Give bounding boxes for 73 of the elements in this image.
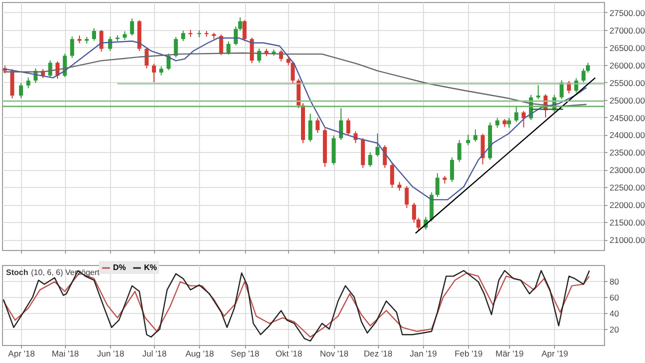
y-tick-label: 22500.00 (610, 182, 645, 193)
annotation: Stoch (6, 268, 28, 277)
candlestick (435, 172, 440, 198)
y-tick-label: 27000.00 (610, 25, 645, 36)
candlestick (495, 117, 500, 128)
y-tick-label: 24000.00 (610, 130, 645, 140)
candlestick (404, 186, 409, 209)
y-tick-label: 23000.00 (610, 165, 645, 176)
x-tick-label: Feb '19 (454, 348, 483, 358)
candlestick (522, 110, 526, 128)
y-tick-label: 80 (610, 276, 620, 286)
y-tick-label: 27500.00 (610, 8, 645, 18)
candlestick (70, 36, 74, 58)
y-tick-label: 24500.00 (610, 112, 645, 123)
y-tick-label: 21000.00 (610, 235, 645, 246)
x-tick-label: Jan '19 (410, 348, 438, 358)
x-tick-label: Mai '18 (52, 348, 80, 358)
legend-label: D% (113, 263, 126, 272)
candlestick (308, 113, 312, 142)
candlestick (108, 36, 112, 52)
candlestick (560, 80, 564, 100)
candlestick (152, 63, 156, 83)
candlestick (450, 156, 454, 182)
candlestick (346, 118, 350, 136)
candlestick (174, 36, 178, 58)
y-tick-label: 60 (610, 292, 620, 302)
candlestick (376, 132, 380, 157)
candlestick (536, 84, 540, 100)
y-tick-label: 20 (610, 324, 620, 334)
candlestick (338, 108, 343, 140)
candlestick (582, 68, 586, 83)
candlestick (586, 62, 590, 74)
x-tick-label: Okt '18 (276, 348, 302, 358)
x-tick-label: Apr '19 (541, 348, 568, 358)
x-tick-label: Nov '18 (320, 348, 349, 358)
candlestick (99, 29, 104, 52)
candlestick (368, 152, 372, 168)
candlestick (92, 28, 96, 42)
y-tick-label: 40 (610, 308, 620, 318)
candlestick (26, 76, 30, 89)
candlestick (181, 30, 186, 42)
y-tick-label: 25500.00 (610, 78, 645, 88)
candlestick (507, 117, 512, 128)
candlestick (514, 106, 518, 123)
candlestick (18, 82, 23, 99)
candlestick (316, 117, 320, 134)
y-tick-label: 23500.00 (610, 148, 645, 158)
candlestick (159, 66, 164, 76)
x-tick-label: Sep '18 (230, 348, 260, 358)
x-tick-label: Aug '18 (185, 348, 214, 358)
candlestick (226, 40, 230, 56)
y-tick-label: 26000.00 (610, 60, 645, 70)
candlestick (457, 139, 462, 162)
candlestick (480, 133, 485, 165)
x-tick-label: Apr '18 (8, 348, 36, 358)
candlestick (416, 217, 420, 232)
y-tick-label: 21500.00 (610, 218, 645, 228)
y-tick-label: 26500.00 (610, 42, 645, 53)
y-tick-label: 22000.00 (610, 200, 645, 210)
x-tick-label: Mär '19 (495, 348, 524, 358)
candlestick (144, 46, 149, 69)
y-tick-label: 25000.00 (610, 95, 645, 106)
candlestick (466, 134, 470, 146)
candlestick (473, 128, 478, 142)
x-tick-label: Jun '18 (97, 348, 124, 358)
candlestick (412, 202, 416, 224)
legend-label: K% (144, 263, 157, 272)
candlestick (130, 18, 134, 36)
candlestick (242, 20, 247, 42)
x-tick-label: Dez '18 (364, 348, 393, 358)
candlestick (390, 162, 394, 188)
candlestick (219, 34, 224, 56)
x-tick-label: Jul '18 (142, 348, 167, 358)
